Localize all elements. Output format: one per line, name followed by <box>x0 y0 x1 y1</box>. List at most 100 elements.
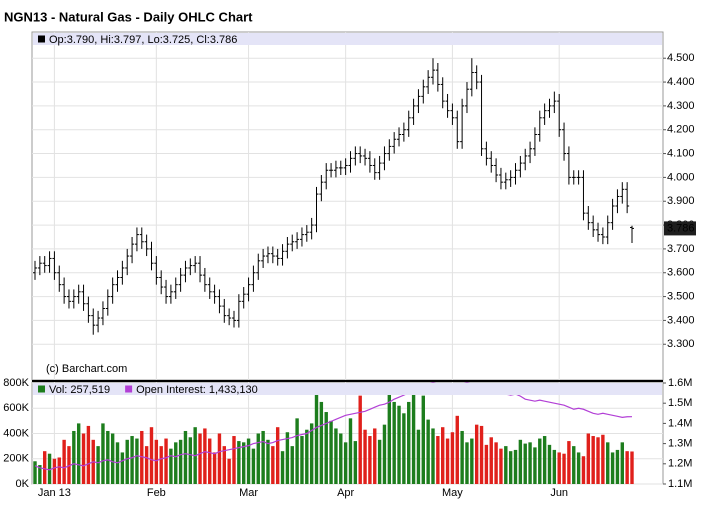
marks <box>33 58 634 484</box>
volume-bar <box>222 446 226 484</box>
volume-bar <box>601 434 605 484</box>
y-tick-label: 3.900 <box>667 195 695 207</box>
y-tick-label: 4.100 <box>667 147 695 159</box>
legend-label: Open Interest: <box>136 384 206 396</box>
volume-bar <box>586 433 591 484</box>
volume-bar <box>140 430 144 484</box>
x-tick-label: Jun <box>550 487 568 499</box>
overlay: Jan 13 Feb Mar Apr May Jun 3.300 3.400 3.500 3.60… <box>3 33 696 499</box>
volume-bar <box>203 428 207 484</box>
volume-bar <box>256 433 260 484</box>
y2-tick-label: 1.1M <box>668 478 692 490</box>
legend-value: 3.797 <box>114 34 142 46</box>
volume-bar <box>227 458 231 484</box>
volume-bar <box>377 439 382 484</box>
price-tag-label: 3.786 <box>667 222 695 234</box>
volume-bar <box>499 448 503 484</box>
y-tick-label: 4.000 <box>667 171 695 183</box>
volume-bar <box>523 443 527 484</box>
open-interest-line <box>34 382 633 471</box>
volume-bar <box>62 439 66 484</box>
volume-bar <box>130 436 134 484</box>
y-tick-label: 3.400 <box>667 314 695 326</box>
volume-bar <box>305 429 309 484</box>
volume-bar <box>86 425 91 484</box>
volume-bar <box>402 413 406 484</box>
volume-bar <box>547 444 552 484</box>
y-tick-label: 200K <box>3 453 29 465</box>
volume-bar <box>81 433 86 484</box>
volume-bar <box>309 423 314 484</box>
volume-bar <box>261 430 265 484</box>
price-panel <box>31 31 664 381</box>
volume-bar <box>508 451 513 484</box>
volume-bar <box>431 428 435 484</box>
legend-text: Op:3.790, Hi:3.797, Lo:3.725, Cl:3.786 <box>49 34 237 46</box>
grid <box>32 32 663 485</box>
y-tick-label: 3.600 <box>667 267 695 279</box>
volume-bar <box>300 436 304 484</box>
x-tick-label: Jan 13 <box>38 487 71 499</box>
volume-bar <box>242 442 246 484</box>
volume-bar <box>373 428 377 484</box>
legend-swatch <box>125 385 133 393</box>
volume-bar <box>387 383 392 484</box>
legend-label: , Lo: <box>141 34 162 46</box>
volume-bar <box>460 430 464 484</box>
y-tick-label: 4.300 <box>667 100 695 112</box>
y-tick-label: 4.500 <box>667 52 695 64</box>
x-tick-label: Feb <box>147 487 166 499</box>
volume-bar <box>339 433 343 484</box>
x-tick-label: Apr <box>337 487 354 499</box>
volume-bar <box>159 446 163 484</box>
volume-bar <box>329 420 333 484</box>
volume-bar <box>518 439 523 484</box>
legend-swatch <box>38 385 45 393</box>
volume-bar <box>52 458 57 484</box>
volume-bar <box>149 427 154 484</box>
y-tick-label: 800K <box>3 377 29 389</box>
volume-bar <box>38 465 42 484</box>
legend-value: 3.725 <box>163 34 191 46</box>
legend-label: Op: <box>49 34 67 46</box>
volume-bar <box>426 419 430 484</box>
y-tick-label: 0K <box>16 478 30 490</box>
y2-tick-label: 1.5M <box>668 397 692 409</box>
volume-bar <box>479 425 484 484</box>
legend-label: , Hi: <box>94 34 114 46</box>
volume-bar <box>237 441 241 484</box>
volume-bar <box>198 433 202 484</box>
volume-bar <box>489 437 493 484</box>
volume-bar <box>72 430 76 484</box>
volume-bar <box>441 427 445 484</box>
y-tick-label: 4.200 <box>667 124 695 136</box>
volume-bar <box>266 439 270 484</box>
legend-value: 257,519 <box>70 384 110 396</box>
volume-bar <box>610 452 615 484</box>
volume-bar <box>178 439 183 484</box>
volume-bar <box>251 448 256 484</box>
volume-bar <box>135 438 139 484</box>
legend-bar <box>33 33 662 45</box>
y2-tick-label: 1.2M <box>668 458 692 470</box>
y2-tick-label: 1.4M <box>668 417 692 429</box>
volume-bar <box>528 442 532 484</box>
volume-bar <box>183 430 188 484</box>
volume-bar <box>411 394 416 484</box>
volume-bar <box>314 385 319 484</box>
x-tick-label: Mar <box>239 487 258 499</box>
volume-bar <box>572 446 576 484</box>
volume-bar <box>450 432 455 484</box>
volume-bar <box>445 438 450 484</box>
chart-title: NGN13 - Natural Gas - Daily OHLC Chart <box>4 9 253 24</box>
legend-value: 1,433,130 <box>209 384 258 396</box>
volume-bar <box>407 401 411 484</box>
y-tick-label: 3.500 <box>667 290 695 302</box>
legend-label: , Cl: <box>190 34 210 46</box>
volume-bar <box>533 447 537 484</box>
volume-bar <box>494 442 498 484</box>
volume-bar <box>67 446 71 484</box>
volume-bar <box>368 436 372 484</box>
